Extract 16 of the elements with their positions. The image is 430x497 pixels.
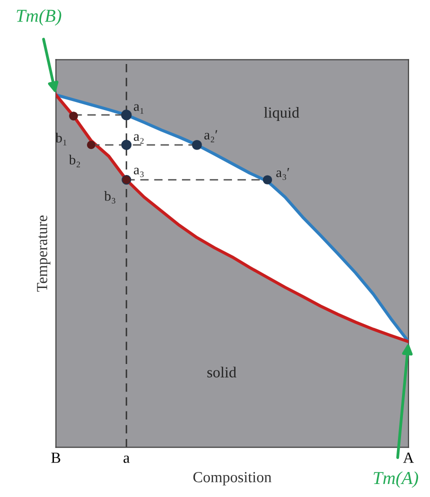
series-label: a₃′: [276, 168, 290, 180]
annotation: solid: [207, 366, 236, 378]
x-tick-label: a: [124, 456, 130, 463]
text: Tm(A): [374, 471, 418, 488]
series-label: a₁: [134, 104, 144, 114]
x-tick-label: A: [403, 452, 414, 463]
text: Tm(B): [16, 9, 62, 26]
series-label: a₃: [134, 168, 144, 178]
series-label: a₂: [134, 134, 144, 144]
series-label: b₃: [104, 191, 116, 204]
y-axis-title: Temperature: [37, 216, 50, 292]
series-label: a₂′: [204, 130, 218, 142]
x-tick-label: B: [51, 452, 60, 463]
annotation: liquid: [264, 106, 300, 121]
series-label: b₂: [68, 154, 80, 168]
x-axis-title: Composition: [193, 472, 272, 486]
